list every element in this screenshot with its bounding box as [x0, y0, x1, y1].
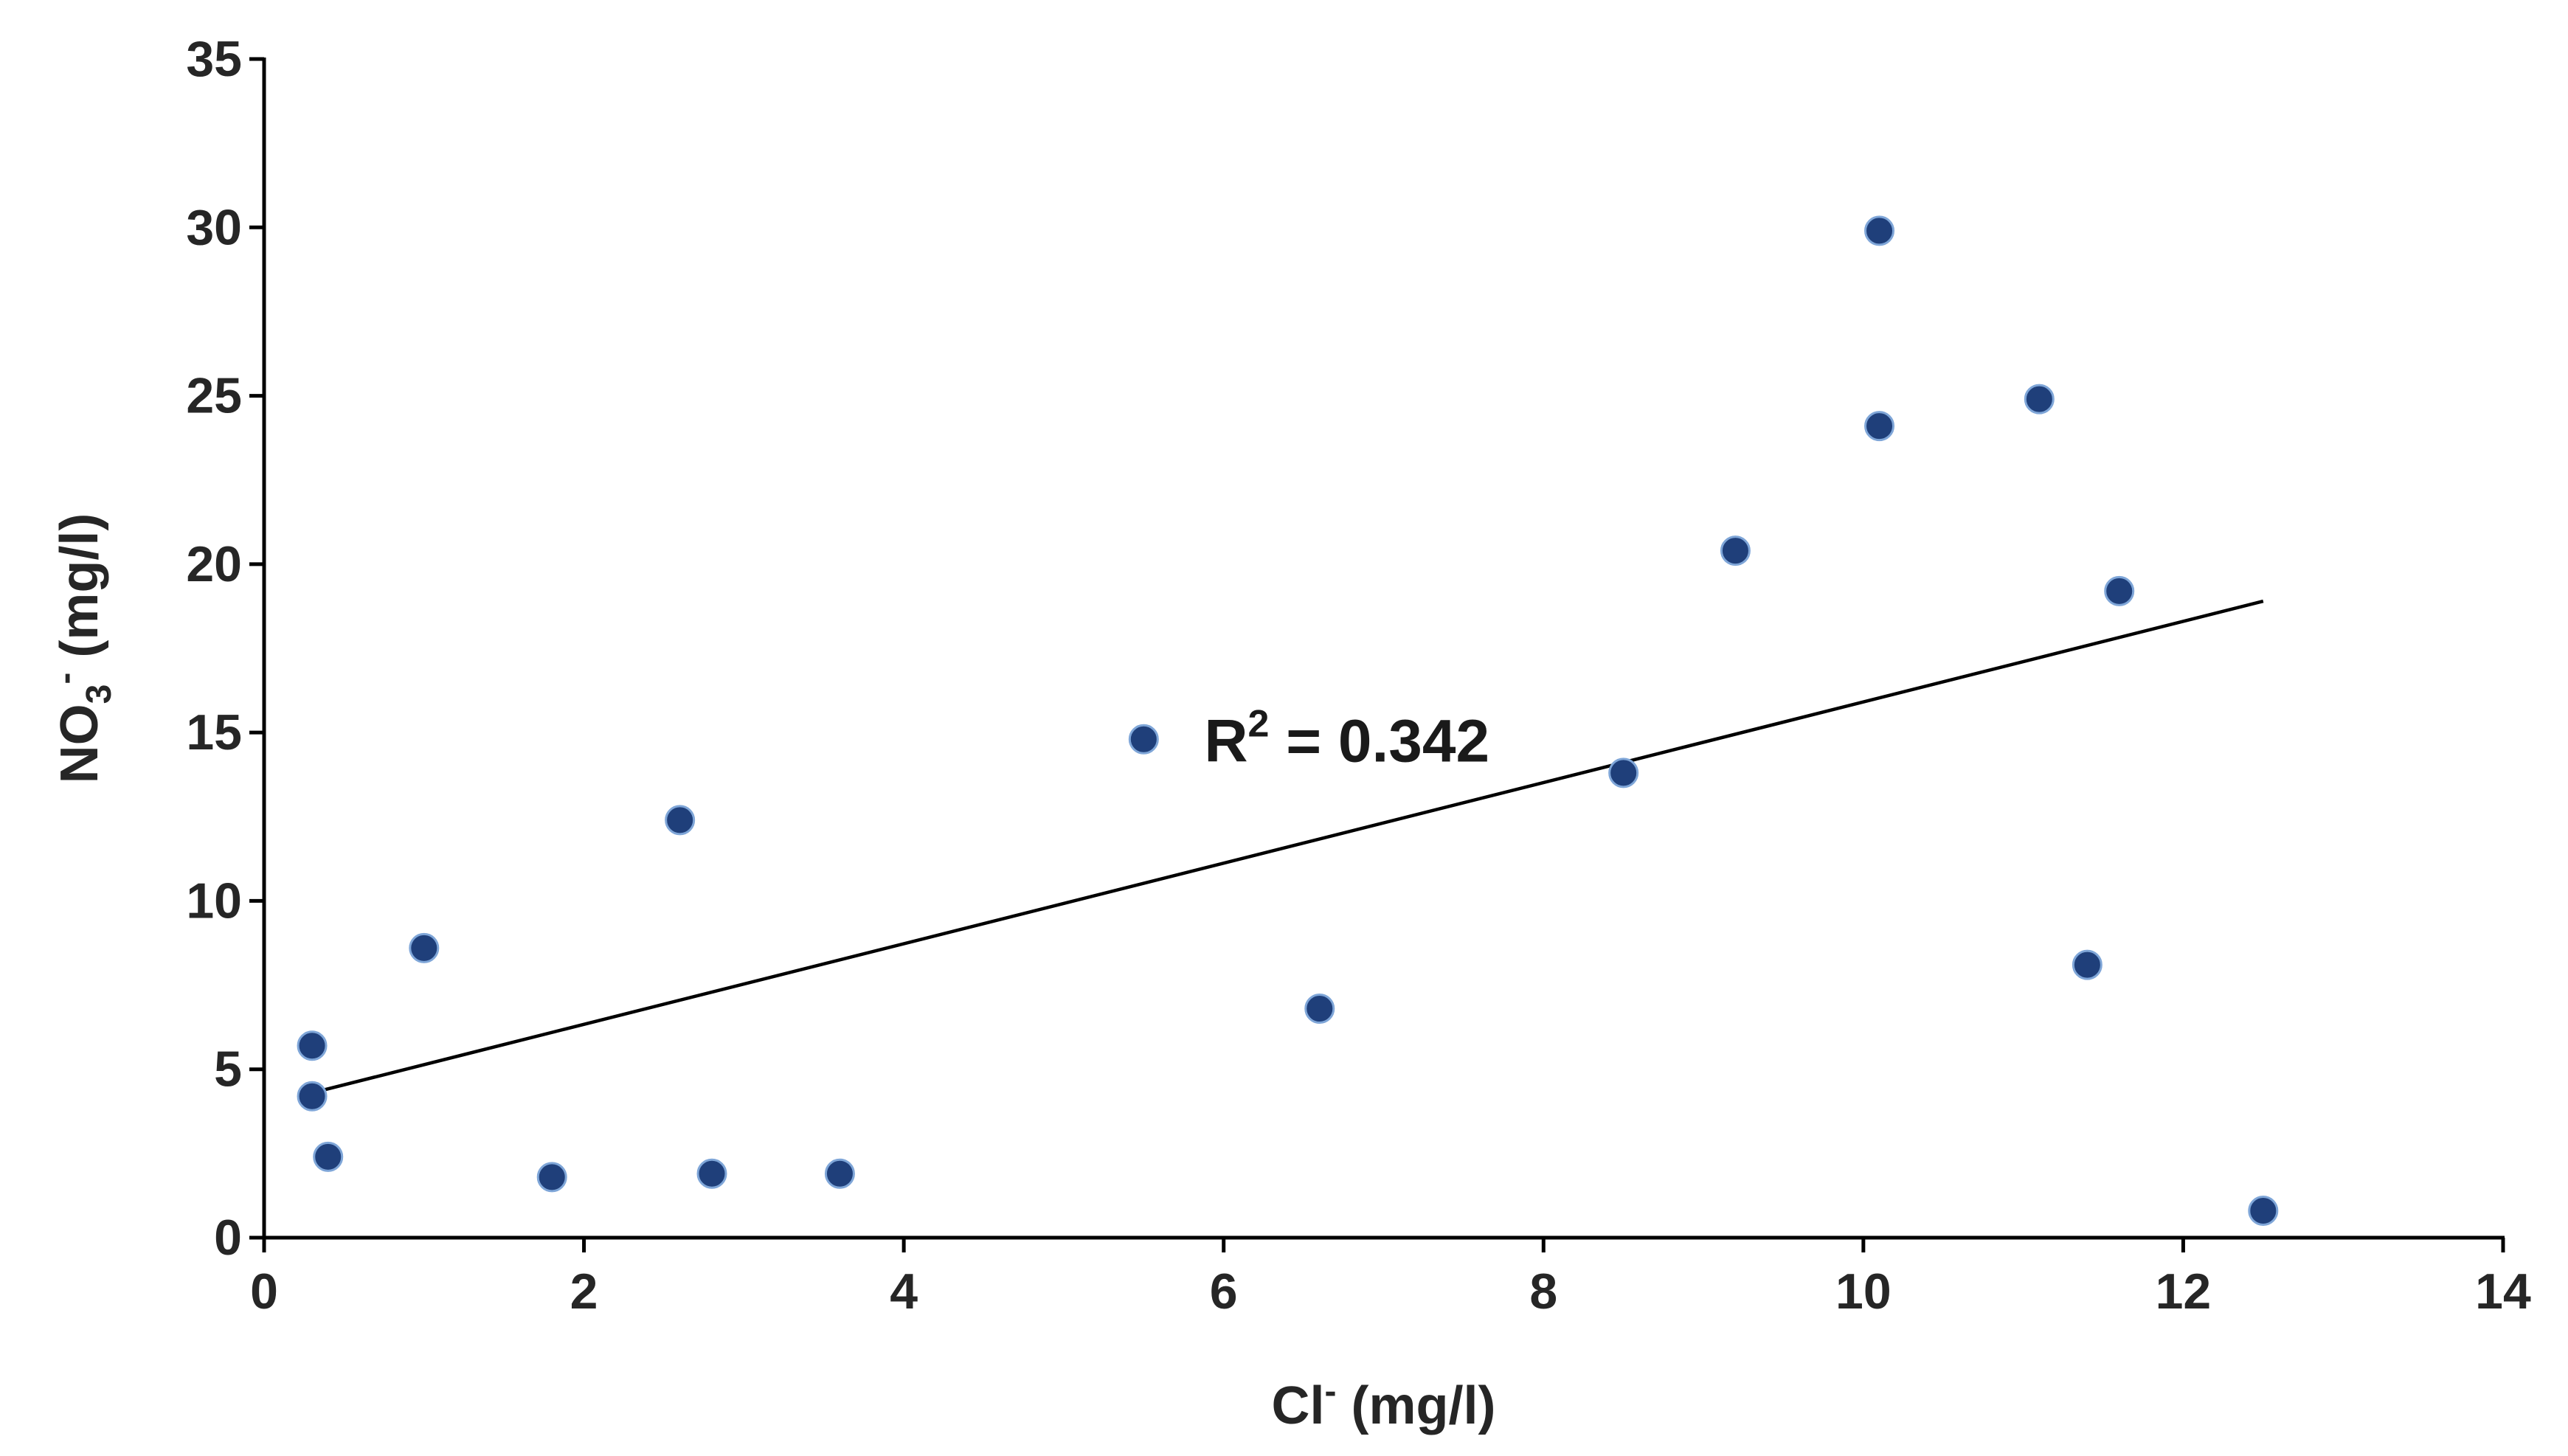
- data-points: [297, 215, 2279, 1226]
- x-tick-label: 10: [1835, 1263, 1892, 1320]
- y-ticks: 0 5 10 15 20 25 30 35: [186, 31, 264, 1266]
- data-point: [1864, 215, 1895, 246]
- r-squared-annotation: R2 = 0.342: [1204, 702, 1489, 774]
- axes: [262, 58, 2505, 1240]
- y-tick-label: 0: [214, 1210, 242, 1266]
- data-point: [2024, 384, 2055, 415]
- x-tick-label: 14: [2475, 1263, 2531, 1320]
- x-tick-label: 12: [2156, 1263, 2212, 1320]
- y-tick-label: 35: [186, 31, 242, 87]
- data-point: [824, 1158, 855, 1189]
- data-point: [2248, 1195, 2279, 1226]
- data-point: [1720, 535, 1751, 566]
- data-point: [1304, 994, 1335, 1025]
- data-point: [297, 1081, 328, 1112]
- y-tick-label: 10: [186, 873, 242, 929]
- data-point: [1608, 758, 1639, 788]
- data-point: [313, 1141, 344, 1172]
- x-tick-label: 0: [250, 1263, 278, 1320]
- y-tick-label: 25: [186, 368, 242, 424]
- x-tick-label: 8: [1529, 1263, 1557, 1320]
- y-axis-title: NO3- (mg/l): [46, 513, 119, 784]
- data-point: [536, 1162, 567, 1193]
- x-tick-label: 6: [1210, 1263, 1238, 1320]
- data-point: [2104, 575, 2135, 606]
- x-ticks: 0 2 4 6 8 10 12 14: [250, 1238, 2531, 1320]
- data-point: [1864, 411, 1895, 442]
- y-tick-label: 15: [186, 704, 242, 760]
- y-tick-label: 20: [186, 536, 242, 592]
- x-tick-label: 2: [570, 1263, 598, 1320]
- data-point: [1128, 724, 1159, 755]
- data-point: [696, 1158, 727, 1189]
- x-tick-label: 4: [890, 1263, 918, 1320]
- x-axis-title: Cl- (mg/l): [1272, 1372, 1496, 1435]
- trendline: [311, 599, 2264, 1095]
- data-point: [297, 1030, 328, 1061]
- y-tick-label: 5: [214, 1041, 242, 1098]
- data-point: [2072, 949, 2102, 980]
- data-point: [409, 932, 440, 963]
- data-point: [665, 805, 696, 836]
- y-tick-label: 30: [186, 199, 242, 255]
